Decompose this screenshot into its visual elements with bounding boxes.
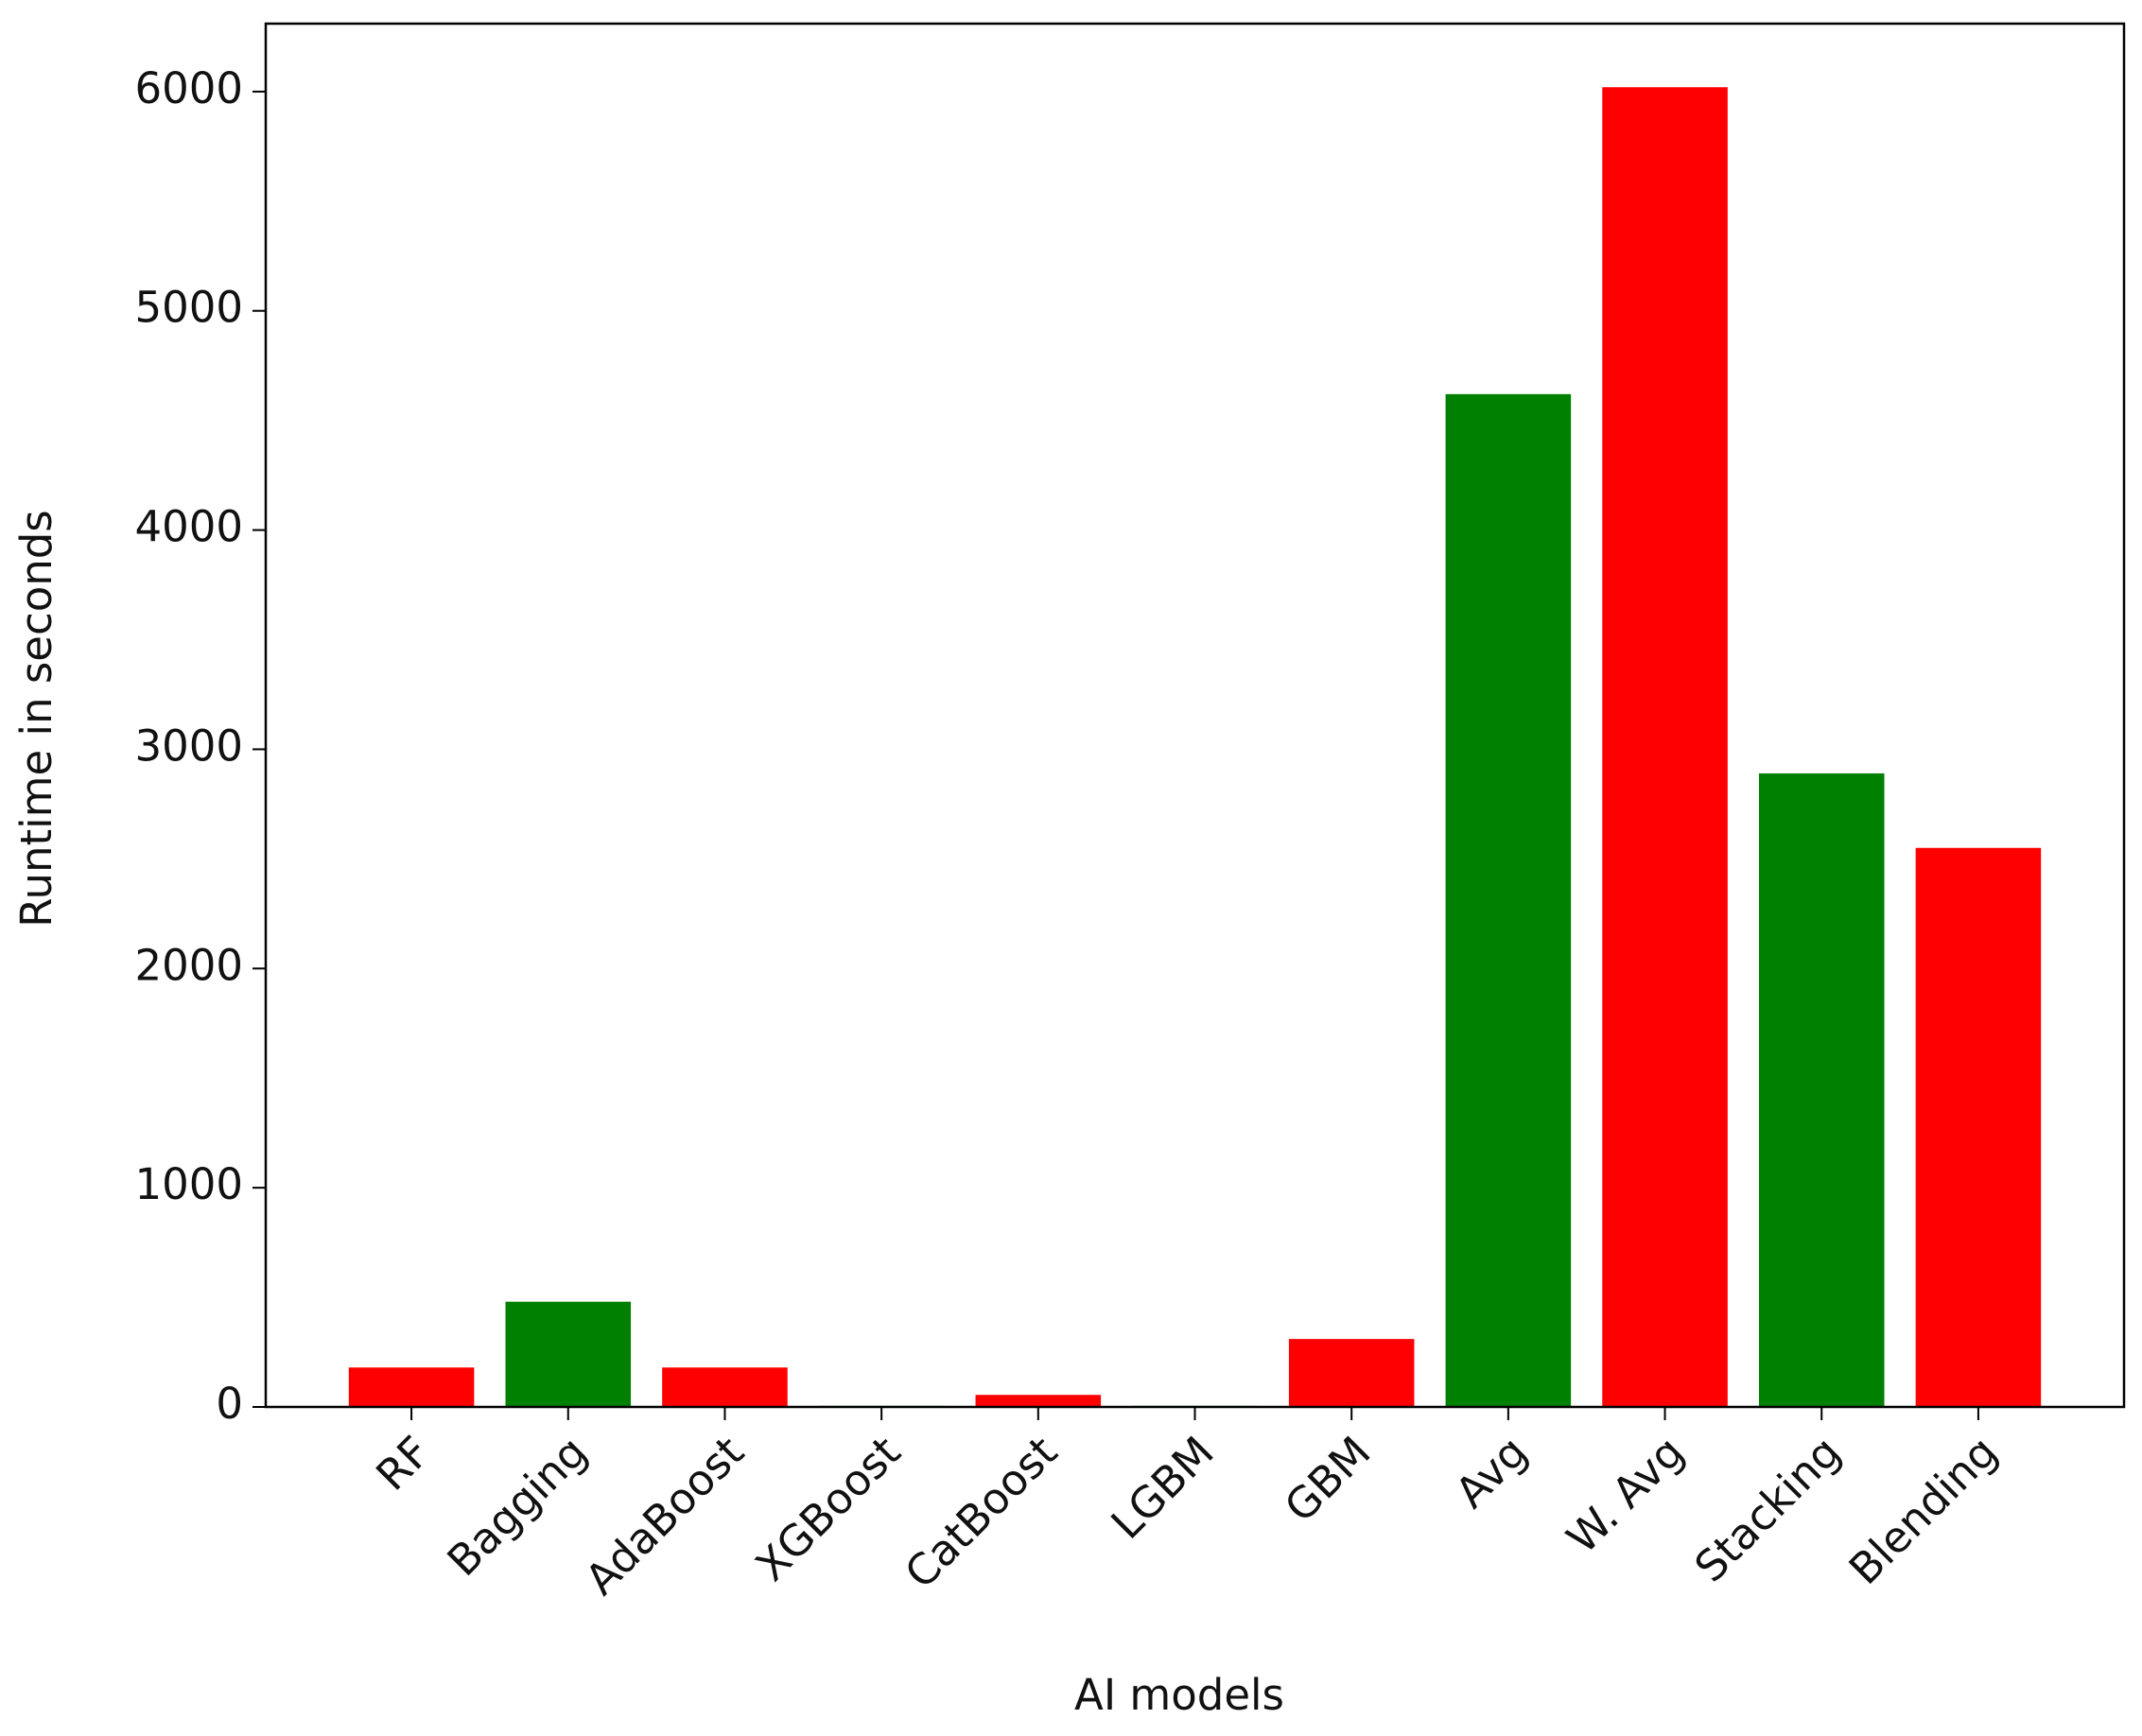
- bar: [975, 1395, 1102, 1407]
- x-tick-label: Avg: [1446, 1427, 1537, 1518]
- x-tick-label: AdaBoost: [576, 1427, 754, 1605]
- x-tick-label: CatBoost: [896, 1427, 1067, 1598]
- bar: [1602, 87, 1728, 1408]
- x-tick-label: RF: [366, 1427, 440, 1501]
- x-axis-label: AI models: [1074, 1670, 1284, 1720]
- x-tick-label: Bagging: [438, 1427, 597, 1586]
- bar: [1915, 847, 2042, 1407]
- y-tick-label: 0: [216, 1379, 243, 1429]
- y-tick-label: 6000: [134, 63, 243, 113]
- y-tick-label: 4000: [134, 502, 243, 552]
- y-tick-label: 2000: [134, 940, 243, 990]
- x-tick-label: LGBM: [1102, 1427, 1224, 1549]
- bar: [1445, 393, 1572, 1407]
- bar: [1758, 773, 1885, 1407]
- y-axis-label: Runtime in seconds: [11, 510, 61, 928]
- bar: [505, 1301, 632, 1407]
- bar: [1288, 1339, 1415, 1407]
- y-tick-label: 5000: [134, 283, 243, 333]
- x-tick-label: W. Avg: [1557, 1427, 1693, 1563]
- x-tick-label: Stacking: [1685, 1427, 1851, 1592]
- y-tick-label: 3000: [134, 720, 243, 771]
- x-tick-label: GBM: [1275, 1427, 1380, 1532]
- y-tick-label: 1000: [134, 1159, 243, 1209]
- bar: [662, 1367, 788, 1407]
- x-tick-label: XGBoost: [746, 1427, 911, 1591]
- plot-frame: [264, 22, 2126, 1409]
- bar: [348, 1367, 475, 1407]
- x-tick-label: Blending: [1839, 1427, 2007, 1594]
